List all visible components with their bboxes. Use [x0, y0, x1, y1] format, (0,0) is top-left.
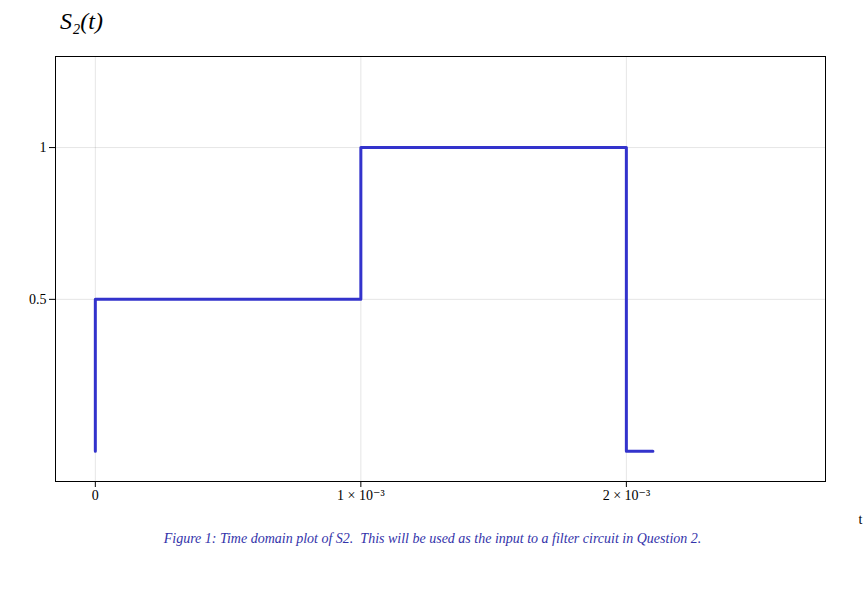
- svg-text:2 × 10⁻³: 2 × 10⁻³: [603, 488, 650, 503]
- svg-text:t: t: [859, 512, 863, 527]
- svg-text:0: 0: [92, 488, 99, 503]
- svg-text:1 × 10⁻³: 1 × 10⁻³: [337, 488, 384, 503]
- html-text:Figure 1: Time domain plot of: Figure 1: Time domain plot of S2. This w…: [163, 531, 702, 546]
- svg-text:0.5: 0.5: [29, 292, 47, 307]
- html-text:S₂(t): S₂(t): [60, 8, 103, 34]
- svg-text:1: 1: [40, 140, 47, 155]
